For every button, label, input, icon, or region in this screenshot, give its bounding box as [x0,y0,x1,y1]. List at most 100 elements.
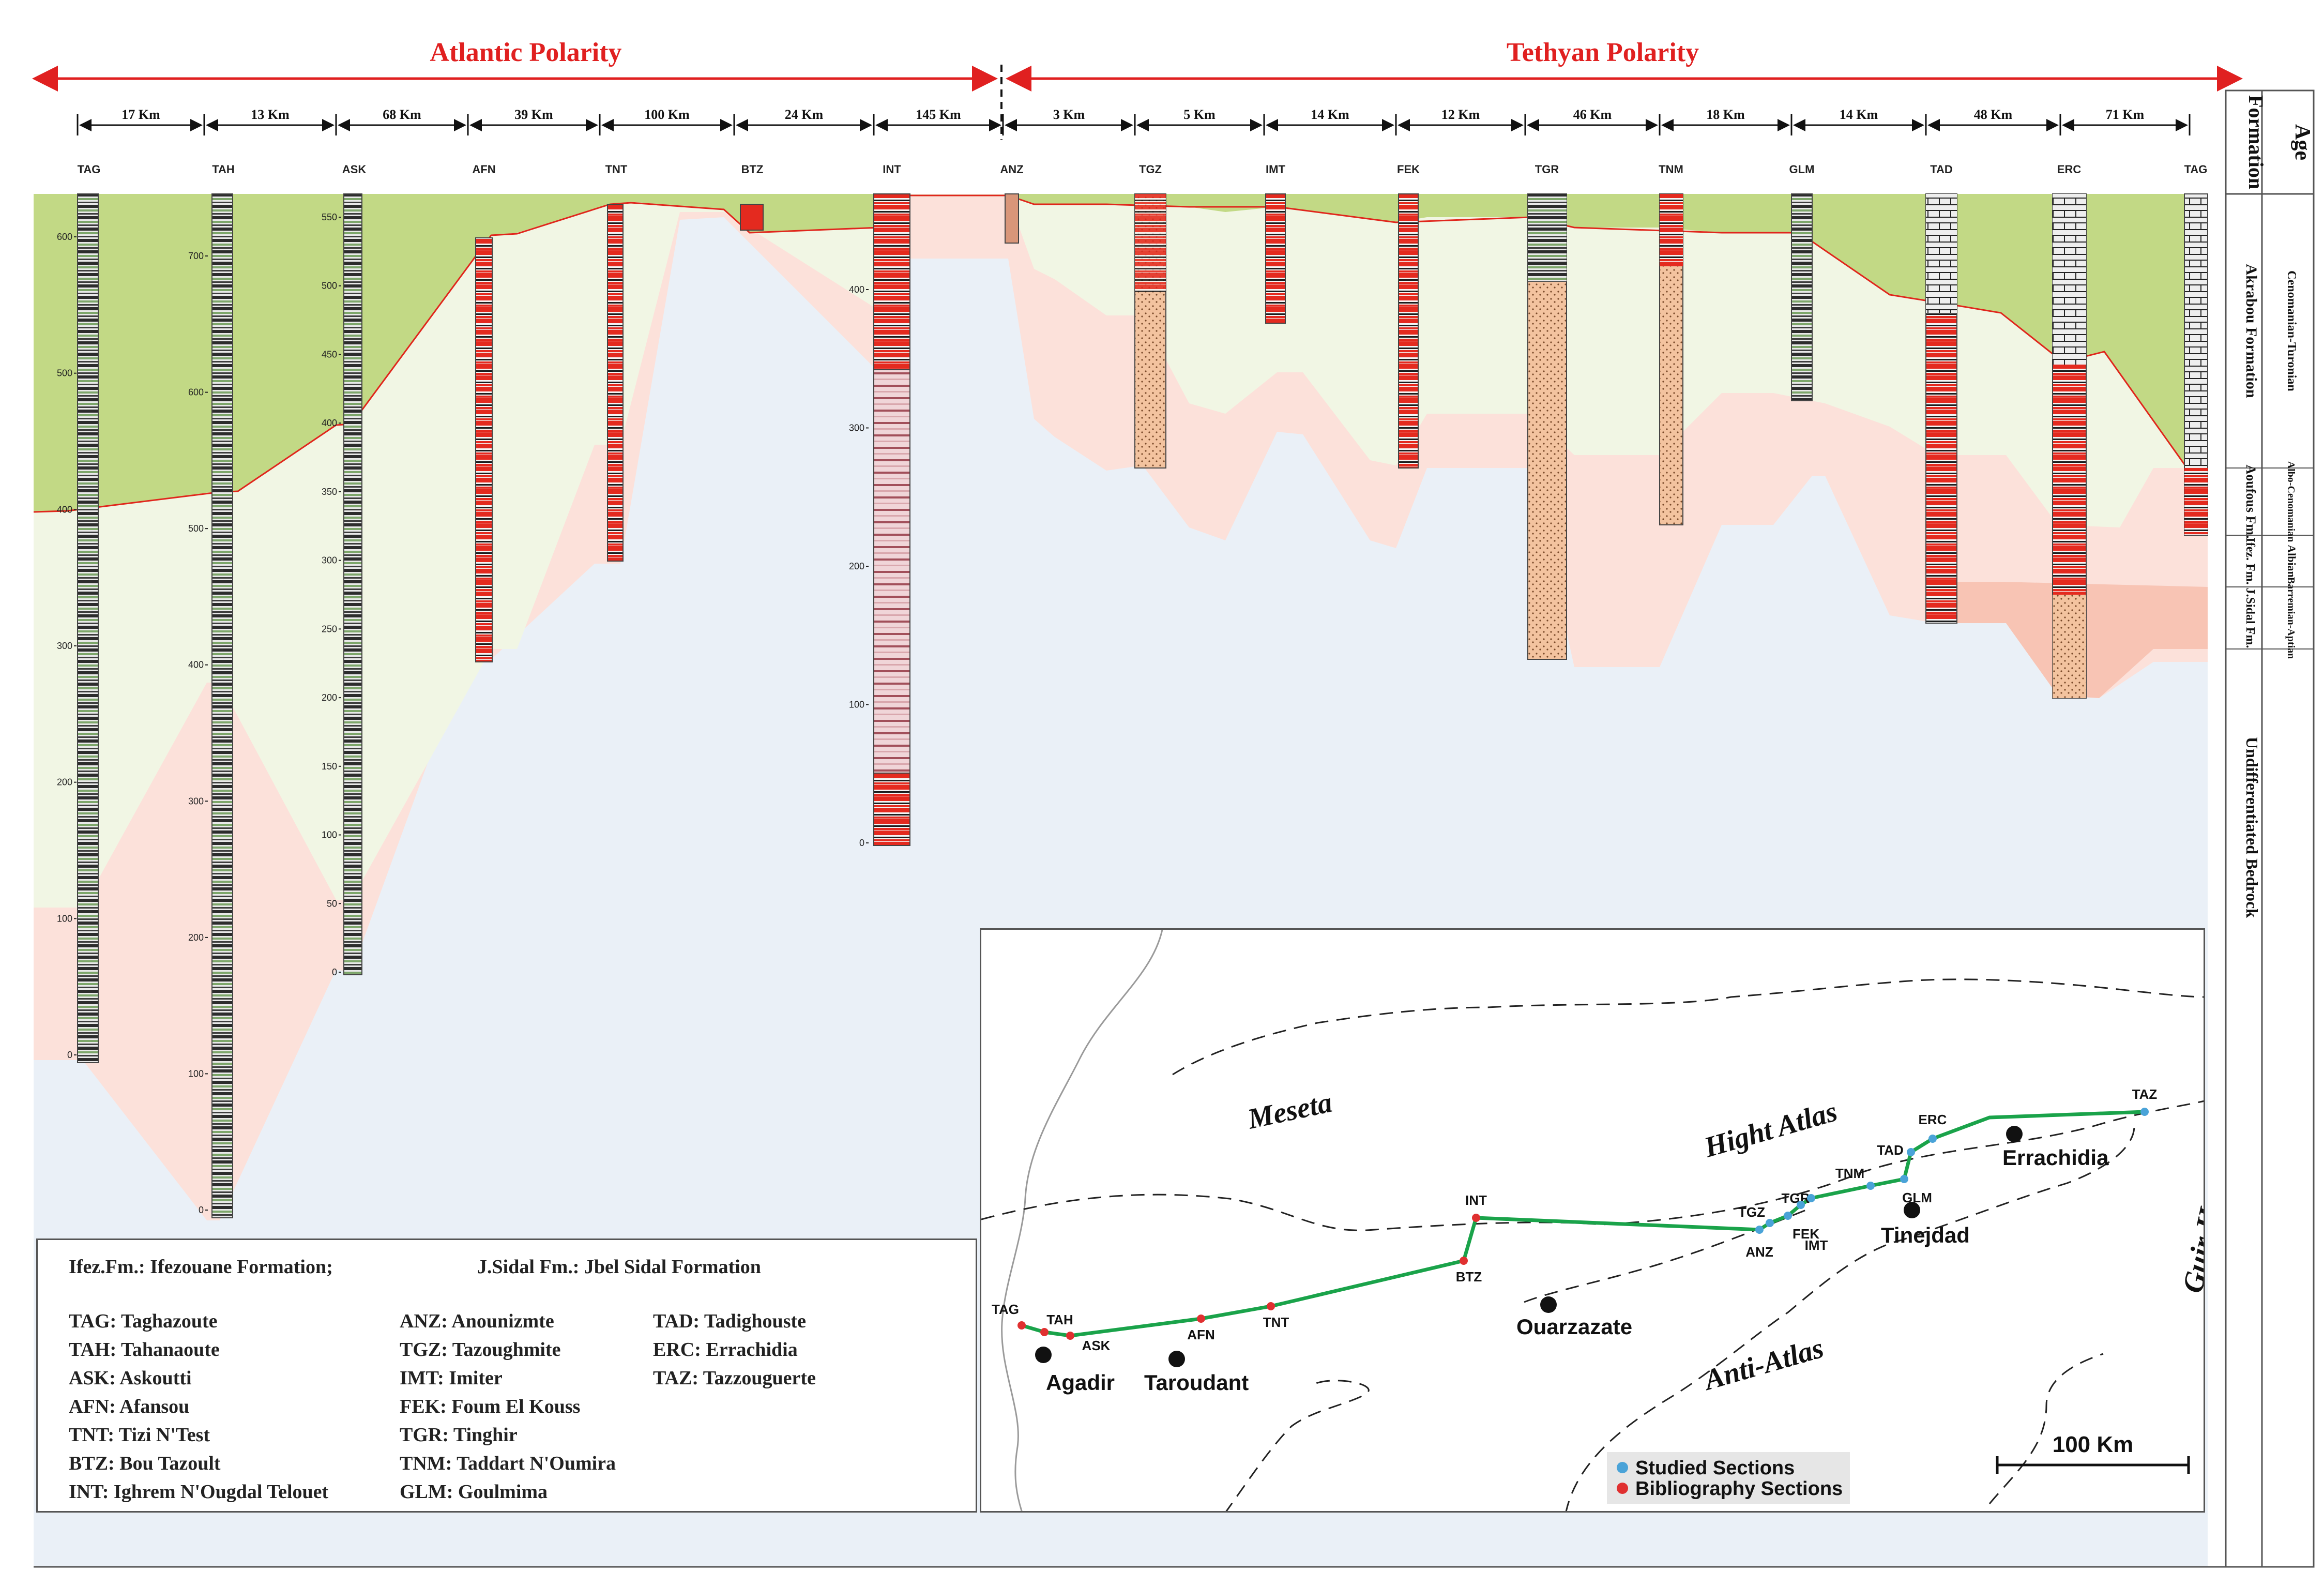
depth-tick-label: 450 [322,349,337,359]
column-code: TAD [1930,163,1953,176]
site-label: TAD [1877,1142,1904,1158]
site-label: ANZ [1745,1244,1773,1260]
depth-tick-label: 500 [57,368,72,379]
depth-tick-label: 200 [849,561,864,571]
legend-jsidal: J.Sidal Fm.: Jbel Sidal Formation [477,1256,761,1278]
site-marker [1066,1332,1074,1340]
distance-label: 39 Km [514,107,553,122]
site-label: TNT [1263,1315,1289,1330]
depth-tick-label: 100 [322,830,337,840]
distance-label: 3 Km [1053,107,1085,122]
depth-tick-label: 300 [322,555,337,566]
age-albian: Albian [2285,545,2298,578]
site-label: ASK [1082,1338,1111,1353]
depth-tick-label: 150 [322,761,337,772]
log-ask [343,193,362,975]
site-label: IMT [1805,1237,1828,1253]
tethyan-polarity-label: Tethyan Polarity [1507,38,1699,67]
depth-tick-label: 600 [57,232,72,242]
city-dot [1035,1347,1052,1363]
log-int-upper [873,193,910,370]
log-tah [211,193,233,1218]
site-label: TGZ [1738,1204,1765,1220]
age-albo-cenomanian: Albo-Cenomanian [2285,461,2297,542]
site-marker [1784,1212,1792,1220]
site-label: FEK [1793,1226,1819,1242]
city-dot [1168,1351,1185,1367]
map-cities: Agadir Taroudant Ouarzazate Tinejdad Err… [1035,1126,2109,1395]
legend-entry: GLM: Goulmima [400,1481,548,1503]
location-map: Meseta Hight Atlas Anti-Atlas Guir Hamad… [980,928,2205,1513]
legend-col-3: TAD: Tadighouste ERC: Errachidia TAZ: Ta… [653,1307,816,1393]
city-dot [1904,1202,1920,1218]
depth-tick-label: 100 [57,913,72,924]
log-erc-base [2053,595,2086,698]
column-code: AFN [472,163,495,176]
log-glm [1791,193,1813,401]
log-taz-base [2184,468,2208,535]
transect-route [1021,1110,2145,1338]
legend-entry: ERC: Errachidia [653,1339,798,1361]
depth-tick-label: 250 [322,624,337,634]
depth-tick-label: 0 [859,838,864,848]
log-tnm-top [1660,194,1683,266]
legend-entry: BTZ: Bou Tazoult [69,1453,221,1474]
depth-tick-label: 550 [322,212,337,222]
depth-tick-label: 50 [327,898,337,909]
site-marker [1197,1315,1205,1323]
site-label: TNM [1835,1166,1864,1181]
legend-entry: TAD: Tadighouste [653,1310,807,1332]
depth-tick-label: 500 [322,281,337,291]
age-header: Age [2290,124,2314,160]
city-dot [1540,1296,1557,1313]
age-barremian-aptian: Barremian-Aptian [2285,577,2297,659]
atlantic-polarity-label: Atlantic Polarity [430,38,621,67]
legend-col-2: ANZ: Anounizmte TGZ: Tazoughmite IMT: Im… [400,1307,616,1506]
region-boundaries [981,978,2204,1511]
legend-entry: TAZ: Tazzouguerte [653,1367,816,1389]
legend-biblio: Bibliography Sections [1635,1478,1843,1500]
legend-col-1: TAG: Taghazoute TAH: Tahanaoute ASK: Ask… [69,1307,328,1506]
distance-label: 100 Km [644,107,690,122]
distance-label: 13 Km [251,107,290,122]
legend-entry: IMT: Imiter [400,1367,503,1389]
site-marker [1040,1328,1049,1336]
site-label: ERC [1919,1112,1947,1127]
site-label: TAZ [2132,1086,2158,1102]
legend-entry: INT: Ighrem N'Ougdal Telouet [69,1481,329,1503]
map-canvas: Meseta Hight Atlas Anti-Atlas Guir Hamad… [981,930,2204,1511]
legend-studied: Studied Sections [1635,1457,1795,1479]
legend-entry: TNT: Tizi N'Test [69,1424,210,1446]
distance-label: 71 Km [2106,107,2145,122]
depth-tick-label: 100 [188,1068,204,1079]
site-marker [2140,1108,2149,1116]
scale-bar: 100 Km [1996,1432,2190,1474]
city-agadir: Agadir [1046,1370,1115,1395]
distance-label: 14 Km [1840,107,1878,122]
region-anti-atlas: Anti-Atlas [1699,1332,1827,1397]
distance-label: 17 Km [121,107,160,122]
site-label: BTZ [1456,1269,1482,1285]
biblio-marker [1617,1483,1628,1494]
legend-entry: TNM: Taddart N'Oumira [400,1453,616,1474]
site-marker [1766,1219,1774,1227]
site-marker [1928,1135,1937,1143]
city-errachidia: Errachidia [2002,1145,2109,1170]
depth-tick-label: 0 [199,1205,204,1215]
coastline [1001,930,1163,1511]
site-marker [1472,1214,1480,1222]
log-anz [1005,193,1019,244]
distance-label: 68 Km [383,107,421,122]
site-marker [1807,1194,1815,1202]
city-taroudant: Taroudant [1144,1370,1249,1395]
column-code: TGR [1535,163,1559,176]
depth-tick-label: 350 [322,487,337,497]
stratigraphic-columns [77,193,2208,1218]
depth-tick-label: 400 [322,418,337,428]
column-code: INT [883,163,901,176]
column-code: ERC [2057,163,2082,176]
depth-tick-label: 100 [849,700,864,710]
legend-box: Ifez.Fm.: Ifezouane Formation; J.Sidal F… [36,1238,977,1513]
column-code: TNT [605,163,628,176]
column-code: TNM [1659,163,1683,176]
